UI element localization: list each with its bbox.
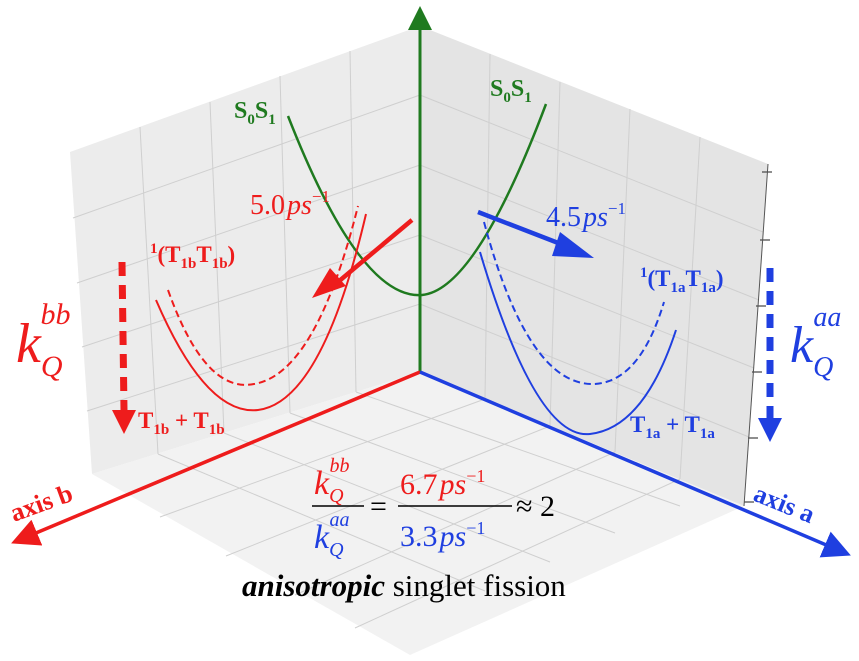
s0s1-left-label: S0S1 xyxy=(234,98,276,128)
axis-b-line xyxy=(11,370,421,546)
t-sum-a-label: T1a + T1a xyxy=(630,412,715,442)
rate-red-label: 5.0ps−1 xyxy=(250,187,330,221)
ratio-equation: kQbb kQaa = 6.7ps−1 3.3ps−1 ≈ 2 xyxy=(312,455,555,561)
rate-blue-label: 4.5ps−1 xyxy=(546,199,626,233)
right-back-pane xyxy=(420,26,768,506)
ratio-equals: = xyxy=(370,490,387,523)
kq-aa-arrow xyxy=(758,268,782,442)
t-a-parabola-solid xyxy=(479,251,677,436)
tt-a-label: 1(T1aT1a) xyxy=(640,265,724,296)
axis-a-line xyxy=(419,370,851,558)
t-b-parabola-solid xyxy=(155,213,367,412)
axis-a-label: axis a xyxy=(750,479,819,529)
tt-b-label: 1(T1bT1b) xyxy=(150,241,235,272)
ratio-rnum: 6.7ps−1 xyxy=(400,466,485,501)
s0s1-right-label: S0S1 xyxy=(490,76,532,106)
kq-bb-label: kQbb xyxy=(16,298,71,383)
ratio-den-kq: kQaa xyxy=(314,509,350,561)
kq-aa-label: kQaa xyxy=(790,302,841,383)
t-sum-b-label: T1b + T1b xyxy=(138,408,225,438)
ratio-num-kq: kQbb xyxy=(314,455,350,507)
tt-a-parabola-dashed xyxy=(483,221,665,386)
kq-bb-arrow xyxy=(112,261,136,434)
ratio-rden: 3.3ps−1 xyxy=(400,518,485,553)
blue-rate-arrow xyxy=(477,209,594,258)
left-back-pane xyxy=(70,26,420,474)
right-edge-line xyxy=(743,163,769,507)
ratio-approx: ≈ 2 xyxy=(516,490,555,523)
caption: anisotropic singlet fission xyxy=(242,568,566,603)
s0s1-parabola xyxy=(286,103,548,297)
red-rate-arrow xyxy=(312,218,414,298)
